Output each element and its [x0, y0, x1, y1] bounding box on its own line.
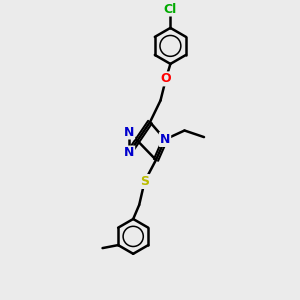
Text: Cl: Cl	[164, 2, 177, 16]
Text: N: N	[124, 146, 134, 160]
Text: N: N	[160, 133, 170, 146]
Text: N: N	[124, 125, 134, 139]
Text: O: O	[160, 72, 171, 86]
Text: S: S	[140, 175, 149, 188]
